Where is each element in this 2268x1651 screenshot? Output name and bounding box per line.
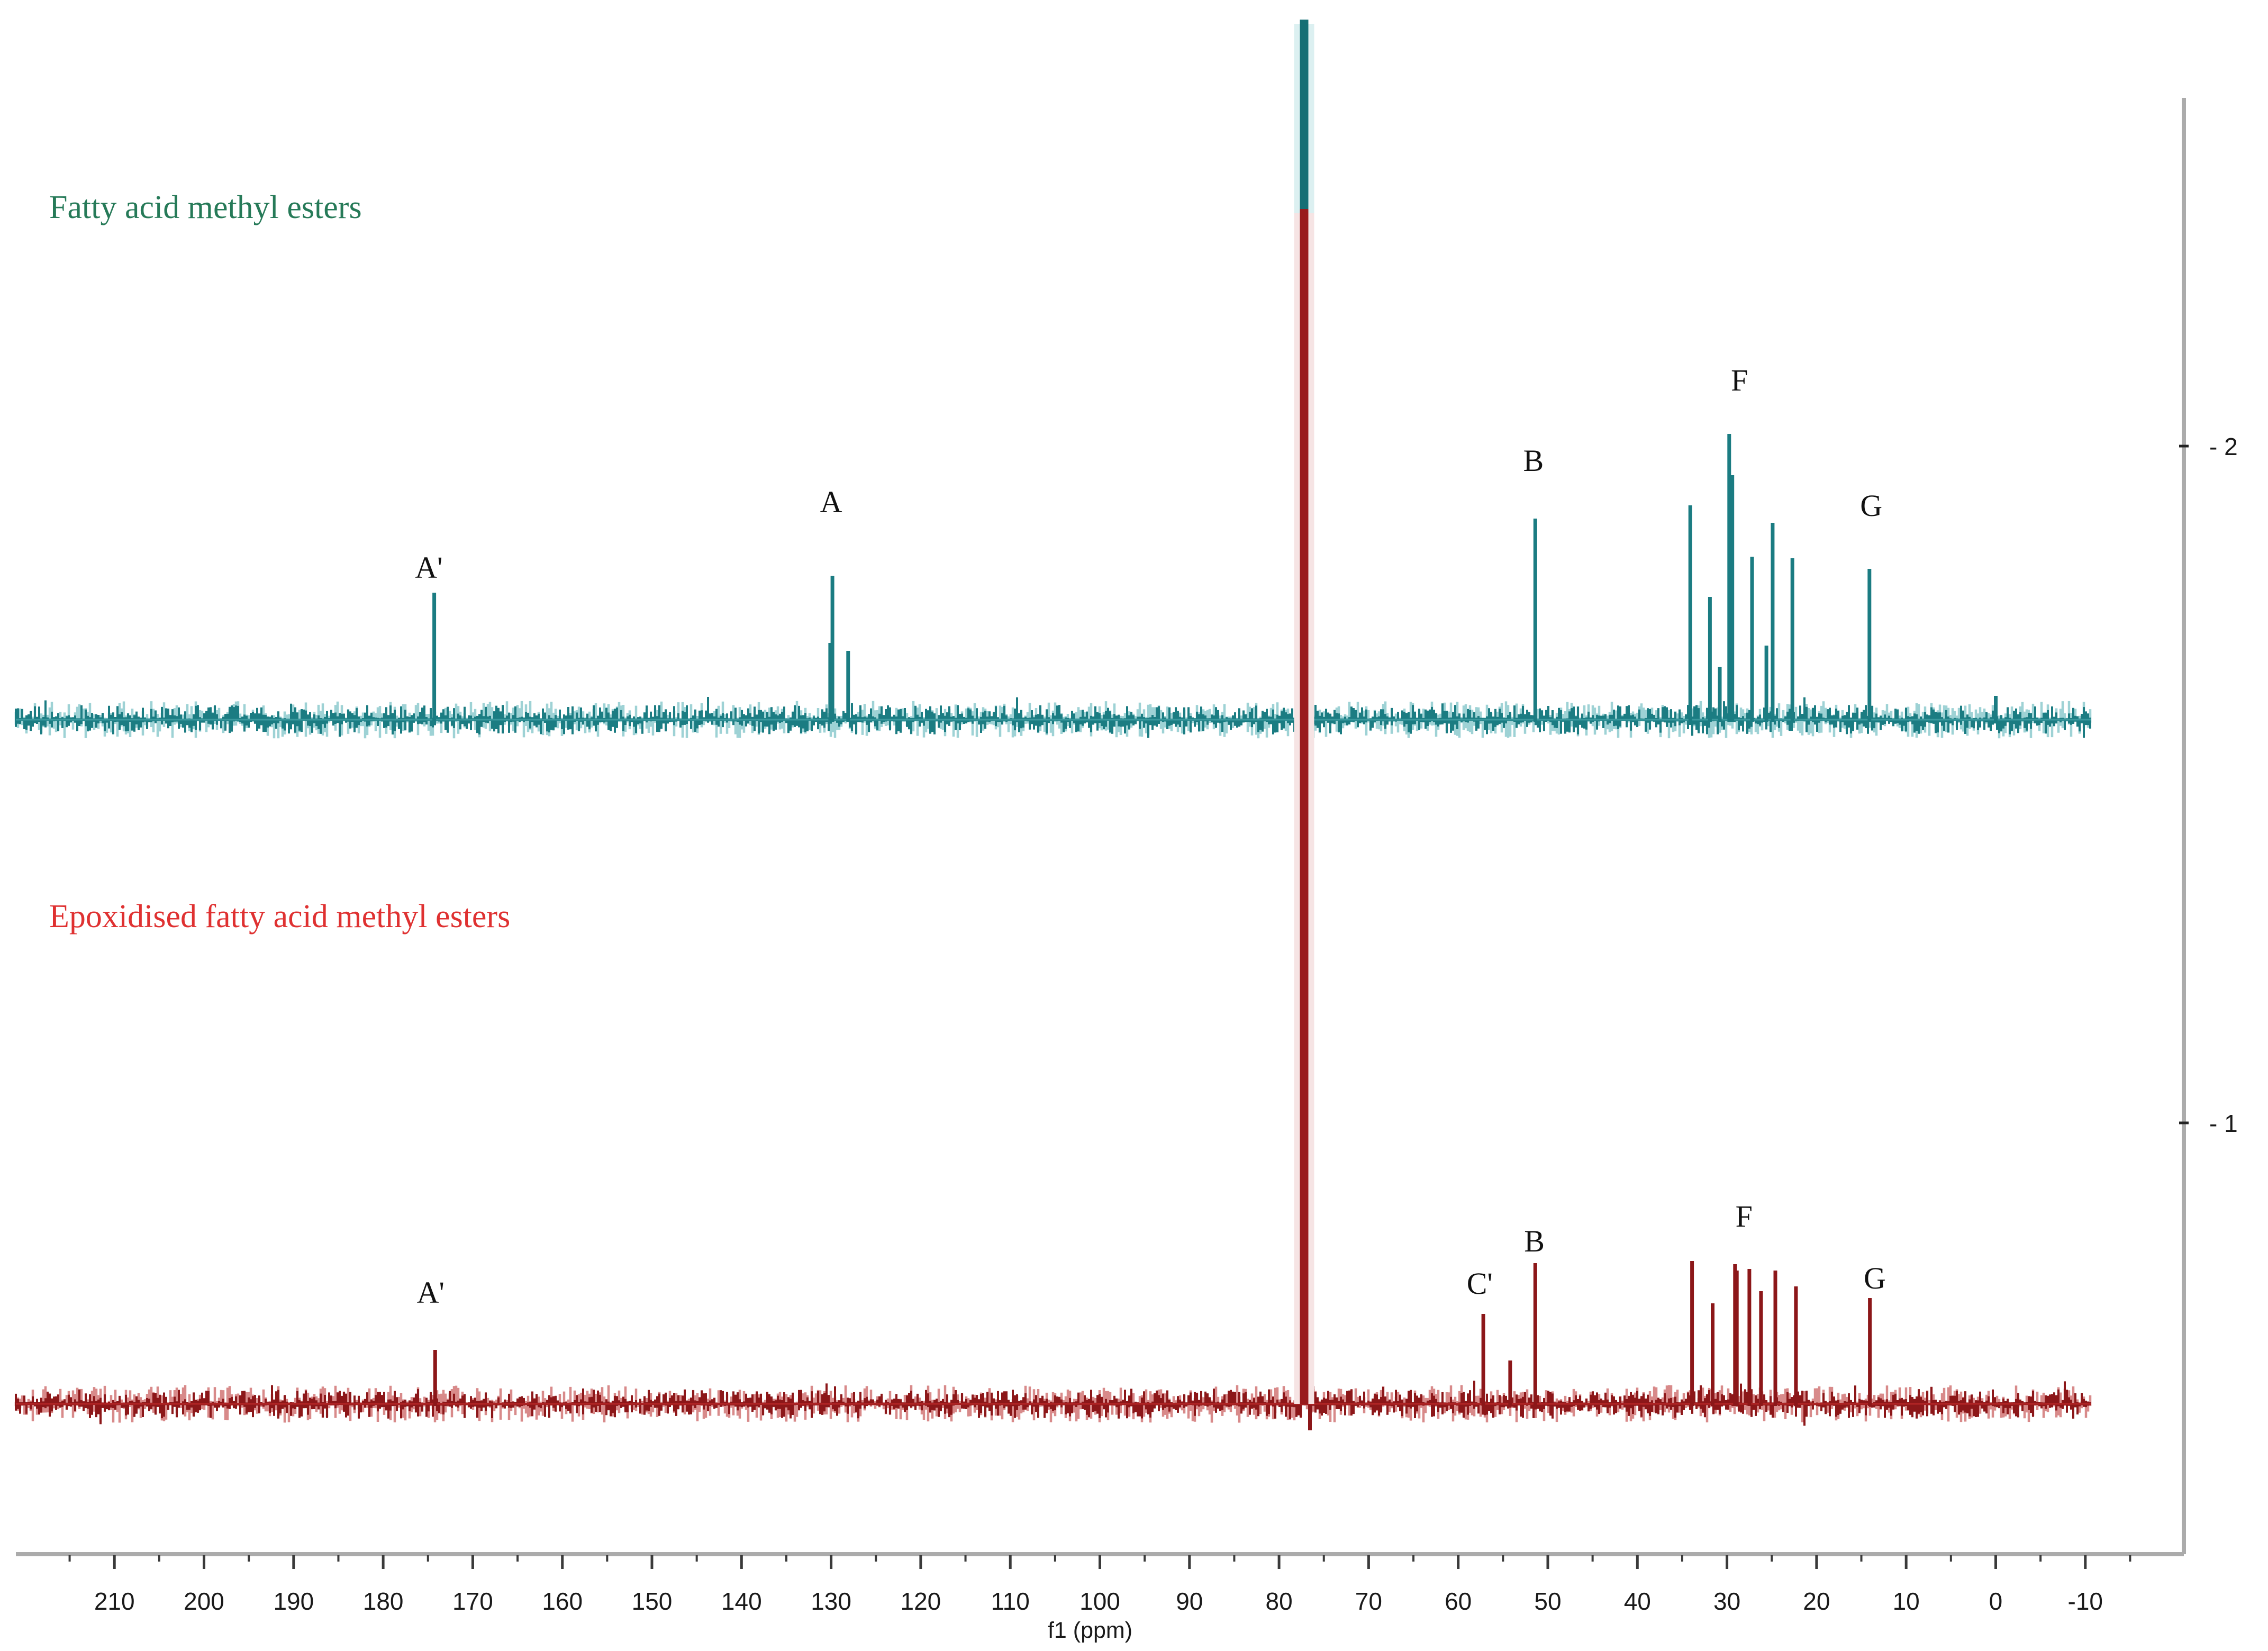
tick-label: 150: [632, 1588, 673, 1615]
tick-label: 200: [184, 1588, 224, 1615]
tick-label: 160: [542, 1588, 583, 1615]
tick-label: 110: [991, 1588, 1030, 1615]
tick-label: 10: [1893, 1588, 1920, 1615]
spectra-layer: [14, 20, 2092, 1430]
tick-label: 80: [1266, 1588, 1293, 1615]
spectrum-trace-2: [14, 20, 2092, 747]
spectrum-1-title: Epoxidised fatty acid methyl esters: [49, 899, 510, 935]
tick-label: 70: [1355, 1588, 1382, 1615]
peak-label-F: F: [1736, 1199, 1753, 1233]
tick-label: 120: [901, 1588, 941, 1615]
peak-label-A-prime: A': [417, 1275, 444, 1310]
x-axis: 210 200 190 180 170 160 150 140 130 120 110 100 90 80…: [16, 1552, 2184, 1615]
tick-label: 130: [811, 1588, 851, 1615]
peak-label-C-prime: C': [1467, 1266, 1493, 1301]
x-axis-title: f1 (ppm): [1048, 1618, 1132, 1643]
noise-band-dark: [15, 1381, 2091, 1426]
tick-label: 50: [1534, 1588, 1561, 1615]
tick-label: 140: [721, 1588, 762, 1615]
peak-label-A: A: [820, 485, 842, 519]
tick-label: 30: [1713, 1588, 1740, 1615]
tick-label: 60: [1445, 1588, 1472, 1615]
tick-label: 210: [94, 1588, 135, 1615]
tick-label: 40: [1624, 1588, 1651, 1615]
row-number-label: - 2: [2209, 433, 2238, 460]
tick-label: 190: [273, 1588, 314, 1615]
tick-label: -10: [2068, 1588, 2103, 1615]
peak-label-A-prime: A': [415, 550, 442, 585]
peak-label-B: B: [1523, 443, 1544, 478]
annotation-layer: Fatty acid methyl esters Epoxidised fatt…: [49, 189, 1886, 1643]
spectrum-2-title: Fatty acid methyl esters: [49, 189, 362, 225]
tick-label: 100: [1079, 1588, 1120, 1615]
spectrum-trace-1: [14, 209, 2092, 1430]
tick-label: 20: [1803, 1588, 1830, 1615]
peak-label-F: F: [1731, 363, 1748, 397]
tick-label: 170: [452, 1588, 493, 1615]
peak-label-B: B: [1524, 1224, 1545, 1258]
right-rail: - 2 - 1: [2179, 98, 2238, 1554]
tick-label: 180: [363, 1588, 404, 1615]
peak-label-G: G: [1864, 1261, 1886, 1295]
tick-label: 0: [1989, 1588, 2003, 1615]
row-number-label: - 1: [2209, 1110, 2238, 1137]
peak-label-G: G: [1860, 488, 1882, 523]
tick-label: 90: [1176, 1588, 1203, 1615]
